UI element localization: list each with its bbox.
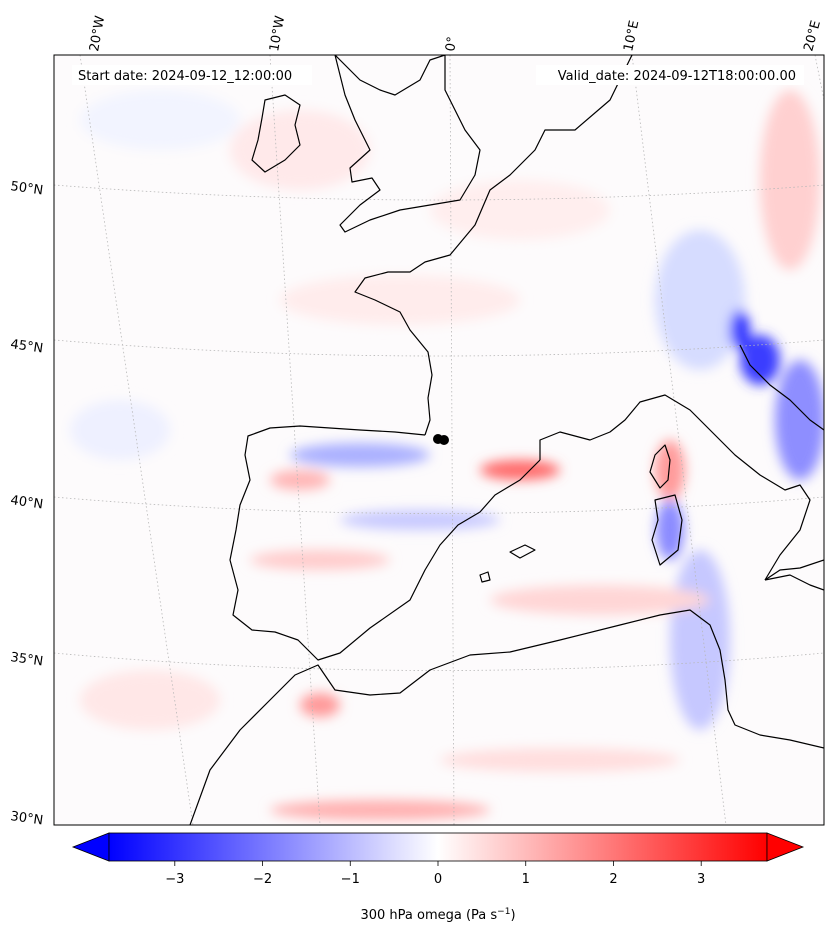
ireland-coast xyxy=(251,94,301,173)
start-date-label: Start date: 2024-09-12_12:00:00 xyxy=(78,69,292,84)
colorbar-tick-label: 3 xyxy=(697,872,705,887)
sardinia-coast xyxy=(651,494,683,566)
north-africa-coast xyxy=(189,609,824,825)
adriatic-coast xyxy=(739,344,824,431)
iberia-coast xyxy=(229,425,541,661)
colorbar-extend-low xyxy=(71,832,110,862)
map-frame xyxy=(53,54,825,826)
great-britain-coast xyxy=(334,55,481,233)
colorbar-label: 300 hPa omega (Pa s−1) xyxy=(360,907,515,923)
lat-label-40n: 40°N xyxy=(9,493,44,512)
lat-label-30n: 30°N xyxy=(9,809,44,828)
colorbar-tick-label: −2 xyxy=(253,872,272,887)
lat-label-35n: 35°N xyxy=(9,650,44,669)
lat-line-50 xyxy=(54,184,824,201)
colorbar-tick-label: −1 xyxy=(341,872,360,887)
lat-label-45n: 45°N xyxy=(9,337,44,356)
start-date-box xyxy=(72,65,312,85)
lon-line-10e xyxy=(631,55,727,825)
colorbar: −3 −2 −1 0 1 2 3 300 hPa omega (Pa s−1) xyxy=(71,832,805,923)
valid-date-label: Valid_date: 2024-09-12T18:00:00.00 xyxy=(558,69,796,84)
colorbar-tick-label: 1 xyxy=(522,872,530,887)
lon-labels: 20°W 10°W 0° 10°E 20°E xyxy=(87,15,824,53)
valid-date-box xyxy=(536,65,804,85)
lon-label-10w: 10°W xyxy=(267,15,288,53)
lat-labels: 50°N 45°N 40°N 35°N 30°N xyxy=(9,179,44,828)
lon-label-10e: 10°E xyxy=(621,19,642,53)
lat-line-45 xyxy=(54,339,824,357)
coastlines xyxy=(189,55,824,825)
lat-line-35 xyxy=(54,652,824,671)
colorbar-tick-label: −3 xyxy=(165,872,184,887)
lon-line-0 xyxy=(449,55,455,825)
lon-line-10w xyxy=(269,55,321,825)
location-marker xyxy=(433,434,449,445)
colorbar-tick-label: 2 xyxy=(609,872,617,887)
lat-label-50n: 50°N xyxy=(9,179,44,198)
lon-label-0: 0° xyxy=(443,36,460,53)
corsica-coast xyxy=(649,444,671,489)
lat-line-40 xyxy=(54,496,824,514)
graticule xyxy=(54,55,824,825)
omega-field xyxy=(70,90,824,820)
sicily-coast xyxy=(764,574,824,591)
colorbar-extend-high xyxy=(766,832,805,862)
ibiza-coast xyxy=(479,571,491,583)
colorbar-ticks: −3 −2 −1 0 1 2 3 xyxy=(165,861,705,887)
colorbar-tick-label: 0 xyxy=(434,872,442,887)
map-panel: Start date: 2024-09-12_12:00:00 Valid_da… xyxy=(53,54,825,826)
lon-label-20w: 20°W xyxy=(87,15,108,53)
lon-label-20e: 20°E xyxy=(801,19,824,53)
colorbar-gradient xyxy=(108,832,768,862)
europe-atlantic-coast xyxy=(354,55,633,436)
mallorca-coast xyxy=(509,544,536,559)
lon-line-20w xyxy=(79,55,194,825)
italy-coast xyxy=(539,394,811,581)
italy-heel-coast xyxy=(764,559,824,581)
